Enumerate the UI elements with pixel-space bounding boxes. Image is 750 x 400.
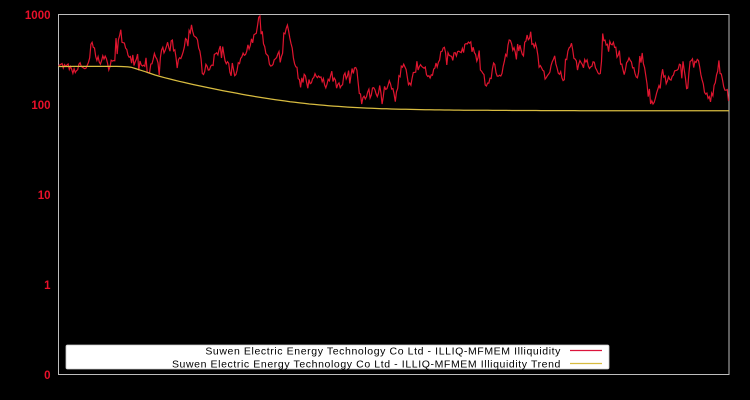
svg-text:1: 1	[44, 280, 51, 292]
svg-text:Suwen Electric Energy Technolo: Suwen Electric Energy Technology Co Ltd …	[172, 358, 561, 370]
svg-text:100: 100	[31, 100, 50, 112]
svg-text:Suwen Electric Energy Technolo: Suwen Electric Energy Technology Co Ltd …	[205, 345, 561, 357]
svg-text:0: 0	[44, 370, 50, 382]
svg-text:1000: 1000	[25, 10, 51, 22]
svg-text:10: 10	[38, 190, 51, 202]
